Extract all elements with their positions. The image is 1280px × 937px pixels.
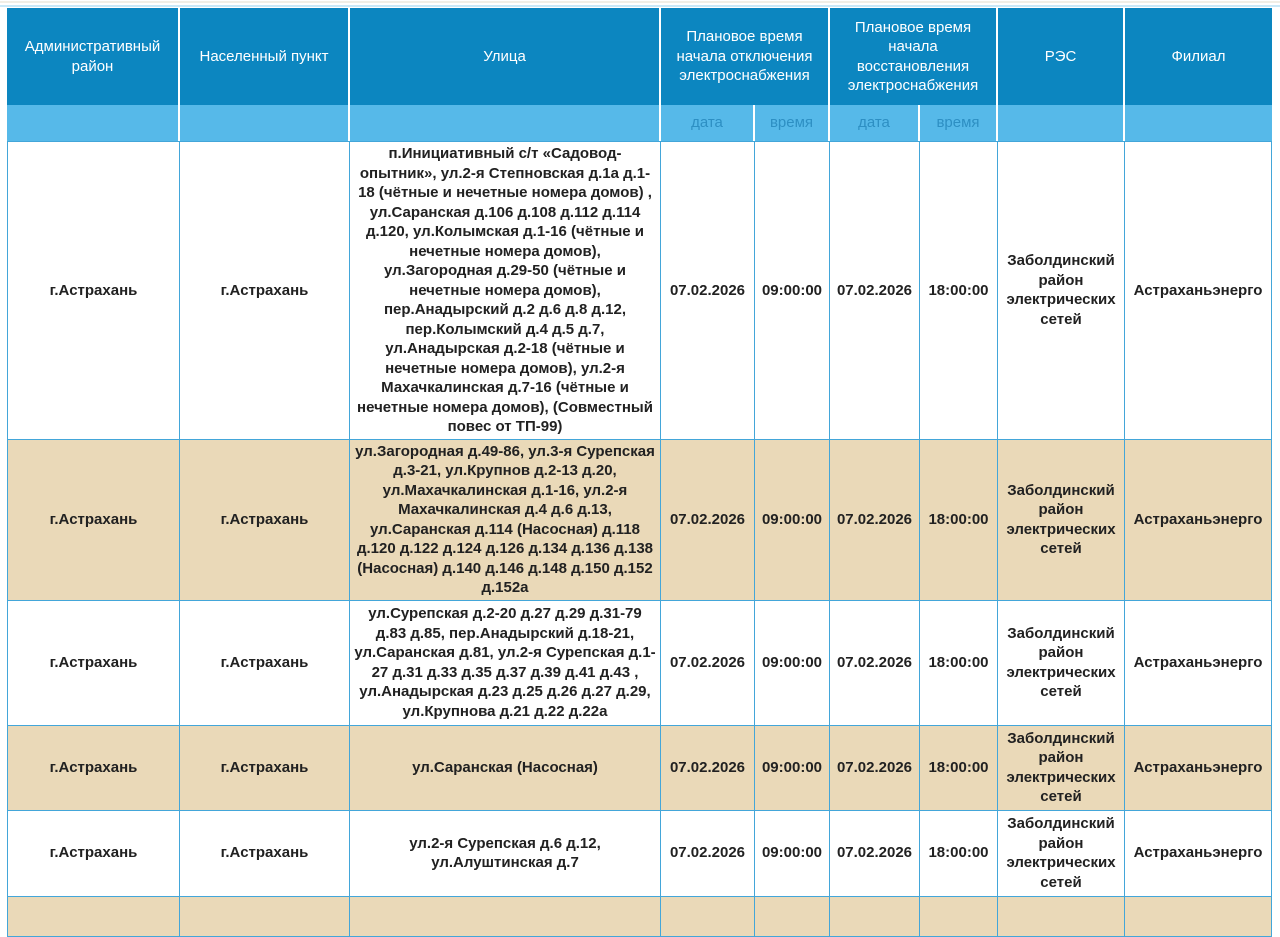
cell-outage-date: 07.02.2026 <box>661 141 755 440</box>
cell-outage-time <box>755 896 830 937</box>
cell-street: ул.Загородная д.49-86, ул.3-я Сурепская … <box>350 439 661 601</box>
outage-table-row: г.Астрахань г.Астрахань ул.2-я Сурепская… <box>7 810 1272 897</box>
header-row-sub: дата время дата время <box>7 105 1272 141</box>
cell-branch <box>1125 896 1272 937</box>
cell-street: ул.2-я Сурепская д.6 д.12, ул.Алуштинска… <box>350 810 661 897</box>
subheader-outage-date-label: дата <box>661 105 755 141</box>
subheader-restore-time-label: время <box>920 105 998 141</box>
cell-settlement: г.Астрахань <box>180 141 350 440</box>
cell-restore-date: 07.02.2026 <box>830 439 920 601</box>
cell-outage-date: 07.02.2026 <box>661 810 755 897</box>
outage-table-row: г.Астрахань г.Астрахань ул.Саранская (На… <box>7 725 1272 811</box>
col-header-res: РЭС <box>998 8 1125 105</box>
outage-table-row: г.Астрахань г.Астрахань ул.Загородная д.… <box>7 439 1272 601</box>
cell-outage-time: 09:00:00 <box>755 439 830 601</box>
cell-outage-date <box>661 896 755 937</box>
table-body: г.Астрахань г.Астрахань п.Инициативный с… <box>7 141 1272 937</box>
cell-res: Заболдинский район электрических сетей <box>998 439 1125 601</box>
header-row-main: Административный район Населенный пункт … <box>7 8 1272 105</box>
cell-admin-district: г.Астрахань <box>7 141 180 440</box>
cell-outage-date: 07.02.2026 <box>661 725 755 811</box>
col-header-outage-start: Плановое время начала отключения электро… <box>661 8 830 105</box>
cell-outage-date: 07.02.2026 <box>661 600 755 726</box>
cell-res: Заболдинский район электрических сетей <box>998 141 1125 440</box>
cell-branch: Астраханьэнерго <box>1125 810 1272 897</box>
subheader-blank-branch <box>1125 105 1272 141</box>
cell-restore-date: 07.02.2026 <box>830 141 920 440</box>
cell-restore-time: 18:00:00 <box>920 810 998 897</box>
cell-branch: Астраханьэнерго <box>1125 141 1272 440</box>
subheader-outage-time-label: время <box>755 105 830 141</box>
outage-table-row <box>7 896 1272 937</box>
subheader-restore-date-label: дата <box>830 105 920 141</box>
cell-outage-time: 09:00:00 <box>755 810 830 897</box>
cell-restore-time: 18:00:00 <box>920 141 998 440</box>
cell-res: Заболдинский район электрических сетей <box>998 725 1125 811</box>
cell-branch: Астраханьэнерго <box>1125 725 1272 811</box>
subheader-blank-settlement <box>180 105 350 141</box>
cell-admin-district: г.Астрахань <box>7 600 180 726</box>
cell-settlement: г.Астрахань <box>180 725 350 811</box>
subheader-blank-street <box>350 105 661 141</box>
col-header-restore-start: Плановое время начала восстановления эле… <box>830 8 998 105</box>
outage-table-row: г.Астрахань г.Астрахань ул.Сурепская д.2… <box>7 600 1272 726</box>
cell-street: ул.Саранская (Насосная) <box>350 725 661 811</box>
cell-settlement: г.Астрахань <box>180 600 350 726</box>
cell-restore-date: 07.02.2026 <box>830 600 920 726</box>
table-top-border <box>0 5 1280 7</box>
planned-outage-table: Административный район Населенный пункт … <box>7 8 1272 937</box>
cell-outage-time: 09:00:00 <box>755 141 830 440</box>
cell-outage-time: 09:00:00 <box>755 600 830 726</box>
cell-street <box>350 896 661 937</box>
cell-admin-district: г.Астрахань <box>7 725 180 811</box>
col-header-street: Улица <box>350 8 661 105</box>
cell-street: п.Инициативный с/т «Садовод-опытник», ул… <box>350 141 661 440</box>
cell-branch: Астраханьэнерго <box>1125 600 1272 726</box>
cell-settlement: г.Астрахань <box>180 439 350 601</box>
page-top-divider <box>0 1 1280 3</box>
cell-res: Заболдинский район электрических сетей <box>998 810 1125 897</box>
cell-outage-time: 09:00:00 <box>755 725 830 811</box>
cell-admin-district: г.Астрахань <box>7 810 180 897</box>
subheader-blank-admin-district <box>7 105 180 141</box>
cell-restore-time: 18:00:00 <box>920 725 998 811</box>
outage-table-row: г.Астрахань г.Астрахань п.Инициативный с… <box>7 141 1272 440</box>
cell-restore-time: 18:00:00 <box>920 439 998 601</box>
cell-branch: Астраханьэнерго <box>1125 439 1272 601</box>
cell-settlement: г.Астрахань <box>180 810 350 897</box>
cell-admin-district <box>7 896 180 937</box>
cell-res: Заболдинский район электрических сетей <box>998 600 1125 726</box>
cell-admin-district: г.Астрахань <box>7 439 180 601</box>
cell-settlement <box>180 896 350 937</box>
cell-restore-date: 07.02.2026 <box>830 810 920 897</box>
cell-street: ул.Сурепская д.2-20 д.27 д.29 д.31-79 д.… <box>350 600 661 726</box>
cell-restore-time: 18:00:00 <box>920 600 998 726</box>
cell-restore-date <box>830 896 920 937</box>
col-header-settlement: Населенный пункт <box>180 8 350 105</box>
col-header-admin-district: Административный район <box>7 8 180 105</box>
col-header-branch: Филиал <box>1125 8 1272 105</box>
subheader-blank-res <box>998 105 1125 141</box>
cell-res <box>998 896 1125 937</box>
cell-outage-date: 07.02.2026 <box>661 439 755 601</box>
table-header: Административный район Населенный пункт … <box>7 8 1272 141</box>
cell-restore-date: 07.02.2026 <box>830 725 920 811</box>
cell-restore-time <box>920 896 998 937</box>
